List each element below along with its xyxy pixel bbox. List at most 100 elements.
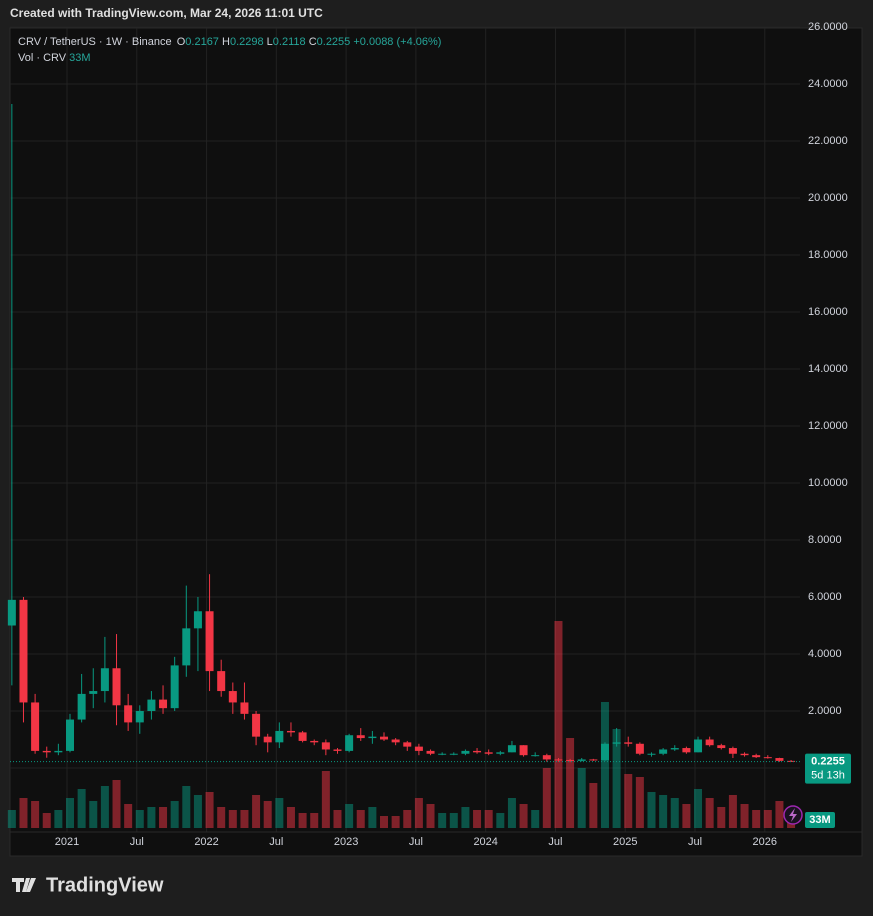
y-tick-label: 14.0000 (808, 363, 848, 375)
volume-bar (310, 813, 319, 828)
volume-bar (566, 738, 575, 828)
candle-body (659, 749, 668, 754)
candle-body (531, 755, 540, 757)
volume-bar (496, 813, 505, 828)
y-tick-label: 22.0000 (808, 135, 848, 147)
candle-body (740, 753, 749, 756)
brand-name: TradingView (46, 874, 164, 896)
candle-body (124, 705, 133, 723)
last-price-box (805, 753, 851, 784)
candle-body (624, 742, 633, 744)
candle-body (612, 742, 621, 744)
candle-body (682, 748, 691, 753)
x-tick-label: Jul (688, 836, 702, 848)
volume-bar (77, 789, 86, 828)
volume-bar (438, 813, 447, 828)
y-tick-label: 24.0000 (808, 78, 848, 90)
candle-layer (7, 103, 796, 763)
volume-bar (728, 795, 737, 828)
candle-body (705, 739, 714, 746)
legend-l-label: L (267, 36, 273, 48)
y-tick-label: 4.0000 (808, 648, 842, 660)
candle-body (589, 759, 598, 761)
volume-bar (100, 786, 109, 828)
candle-body (356, 735, 365, 739)
candle-body (286, 730, 295, 733)
brand-mark (12, 878, 36, 892)
countdown-label: 5d 13h (811, 769, 845, 781)
volume-bar (531, 810, 540, 828)
x-tick-label: Jul (130, 836, 144, 848)
legend-h: 0.2298 (230, 36, 264, 48)
volume-bar (135, 810, 144, 828)
volume-bar (519, 804, 528, 828)
x-tick-label: Jul (548, 836, 562, 848)
candle-body (717, 745, 726, 749)
volume-bar (170, 801, 179, 828)
candle-body (752, 755, 761, 758)
candle-body (345, 735, 354, 751)
volume-bar (159, 807, 168, 828)
volume-bar (670, 798, 679, 828)
legend-c: 0.2255 (317, 36, 351, 48)
candle-body (473, 750, 482, 753)
volume-bar (426, 804, 435, 828)
candle-body (298, 732, 307, 741)
candle-body (217, 671, 226, 692)
candle-body (368, 736, 377, 739)
volume-bar (717, 807, 726, 828)
alert-bolt (789, 808, 797, 822)
volume-bar (112, 780, 121, 828)
candle-body (182, 628, 191, 666)
candle-body (566, 760, 575, 762)
volume-bar (193, 795, 202, 828)
candle-body (391, 739, 400, 743)
volume-bar (356, 810, 365, 828)
last-price-label: 0.2255 (811, 755, 845, 767)
volume-bar (449, 813, 458, 828)
volume-legend-value: 33M (69, 52, 90, 64)
volume-bar (589, 783, 598, 828)
candle-body (333, 749, 342, 751)
volume-legend: Vol · CRV 33M (18, 52, 91, 64)
legend-h-label: H (222, 36, 230, 48)
x-tick-label: 2025 (613, 836, 637, 848)
volume-bar (775, 801, 784, 828)
volume-bar (600, 702, 609, 828)
volume-bar (333, 810, 342, 828)
candle-body (54, 750, 63, 753)
volume-badge (805, 812, 835, 828)
candle-body (484, 752, 493, 754)
volume-badge-label: 33M (809, 814, 830, 826)
axes: 0.00002.00004.00006.00008.000010.000012.… (10, 21, 862, 848)
volume-bar (205, 792, 214, 828)
legend-c-label: C (309, 36, 317, 48)
x-tick-label: Jul (269, 836, 283, 848)
plot-background (9, 27, 863, 857)
volume-bar (507, 798, 516, 828)
volume-bar (54, 810, 63, 828)
y-tick-label: 6.0000 (808, 591, 842, 603)
volume-bar (752, 810, 761, 828)
candle-body (600, 743, 609, 761)
volume-bar (321, 771, 330, 828)
candle-body (670, 748, 679, 750)
volume-bar (391, 816, 400, 828)
candle-body (519, 745, 528, 756)
candle-body (240, 702, 249, 714)
candle-body (414, 746, 423, 751)
candle-body (763, 757, 772, 759)
volume-bar (705, 798, 714, 828)
candle-body (205, 611, 214, 672)
candle-body (787, 760, 796, 762)
candle-body (775, 758, 784, 761)
volume-bar (368, 807, 377, 828)
volume-bar (217, 807, 226, 828)
candle-body (647, 753, 656, 755)
volume-bar (473, 810, 482, 828)
y-tick-label: 12.0000 (808, 420, 848, 432)
y-tick-label: 26.0000 (808, 21, 848, 33)
volume-bar (286, 807, 295, 828)
